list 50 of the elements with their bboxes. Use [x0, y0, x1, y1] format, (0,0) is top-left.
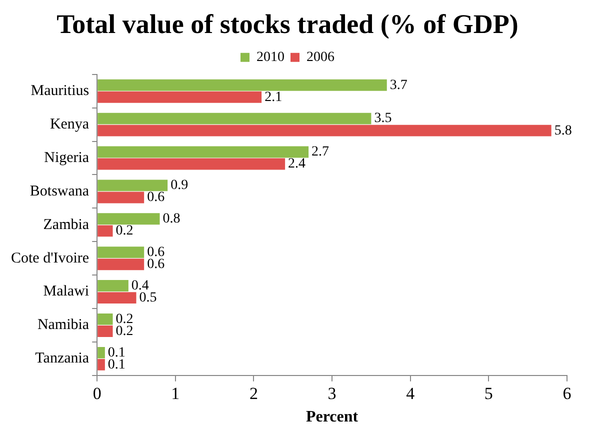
- bar: [98, 258, 144, 270]
- legend-label: 2006: [306, 50, 334, 66]
- x-tick-label: 3: [328, 384, 336, 404]
- x-tick-label: 1: [171, 384, 180, 404]
- x-tick-label: 0: [92, 384, 102, 404]
- bar: [98, 313, 113, 325]
- bar: [98, 112, 372, 124]
- bar: [98, 146, 309, 158]
- bar: [98, 158, 286, 170]
- bar: [98, 79, 387, 91]
- data-label: 2.1: [264, 90, 282, 105]
- bar: [98, 213, 160, 225]
- data-label: 3.5: [374, 111, 392, 126]
- data-label: 2.7: [312, 144, 330, 160]
- y-tick-label: Nigeria: [44, 150, 90, 166]
- x-tick-label: 5: [484, 384, 493, 404]
- bar: [98, 326, 113, 337]
- x-tick-label: 2: [249, 384, 258, 404]
- bar: [98, 292, 136, 304]
- bar: [98, 358, 105, 370]
- chart-title: Total value of stocks traded (% of GDP): [56, 9, 518, 40]
- legend-label: 2010: [256, 50, 284, 66]
- bar: [98, 346, 105, 358]
- data-label: 0.2: [116, 224, 134, 239]
- y-tick-label: Namibia: [37, 317, 90, 334]
- data-label: 0.8: [162, 212, 180, 227]
- data-label: 3.7: [390, 78, 408, 93]
- data-label: 0.9: [170, 178, 188, 194]
- bar: [98, 91, 262, 103]
- bar: [98, 192, 144, 204]
- data-label: 2.4: [288, 156, 306, 172]
- y-tick-label: Malawi: [43, 284, 90, 300]
- bar: [98, 124, 552, 136]
- bar: [98, 246, 144, 258]
- bar: [98, 180, 168, 192]
- y-tick-label: Kenya: [50, 116, 90, 133]
- data-label: 5.8: [554, 123, 572, 138]
- y-tick-label: Mauritius: [30, 83, 90, 100]
- bar: [98, 225, 113, 237]
- data-label: 0.6: [147, 257, 165, 272]
- x-axis-title: Percent: [306, 408, 359, 426]
- bar: [98, 280, 128, 292]
- data-label: 0.6: [147, 190, 165, 206]
- y-tick-label: Cote d'Ivoire: [10, 250, 90, 266]
- y-tick-label: Zambia: [43, 216, 90, 233]
- y-tick-label: Botswana: [30, 183, 90, 200]
- data-label: 0.6: [147, 244, 165, 260]
- x-tick-label: 4: [406, 384, 416, 404]
- y-tick-label: Tanzania: [35, 350, 90, 367]
- x-tick-label: 6: [562, 384, 572, 404]
